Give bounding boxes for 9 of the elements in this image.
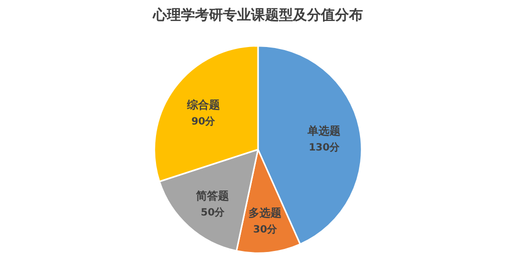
slice-label: 多选题 [248, 206, 282, 220]
slice-label: 简答题 [195, 189, 230, 202]
data-label: 130分 [308, 142, 341, 154]
chart-title: 心理学考研专业课题型及分值分布 [152, 6, 363, 24]
data-label: 30分 [253, 224, 278, 236]
slice-label: 综合题 [186, 98, 220, 112]
data-label: 50分 [200, 206, 226, 218]
slice-label: 单选题 [306, 124, 341, 138]
data-label: 90分 [191, 116, 216, 128]
